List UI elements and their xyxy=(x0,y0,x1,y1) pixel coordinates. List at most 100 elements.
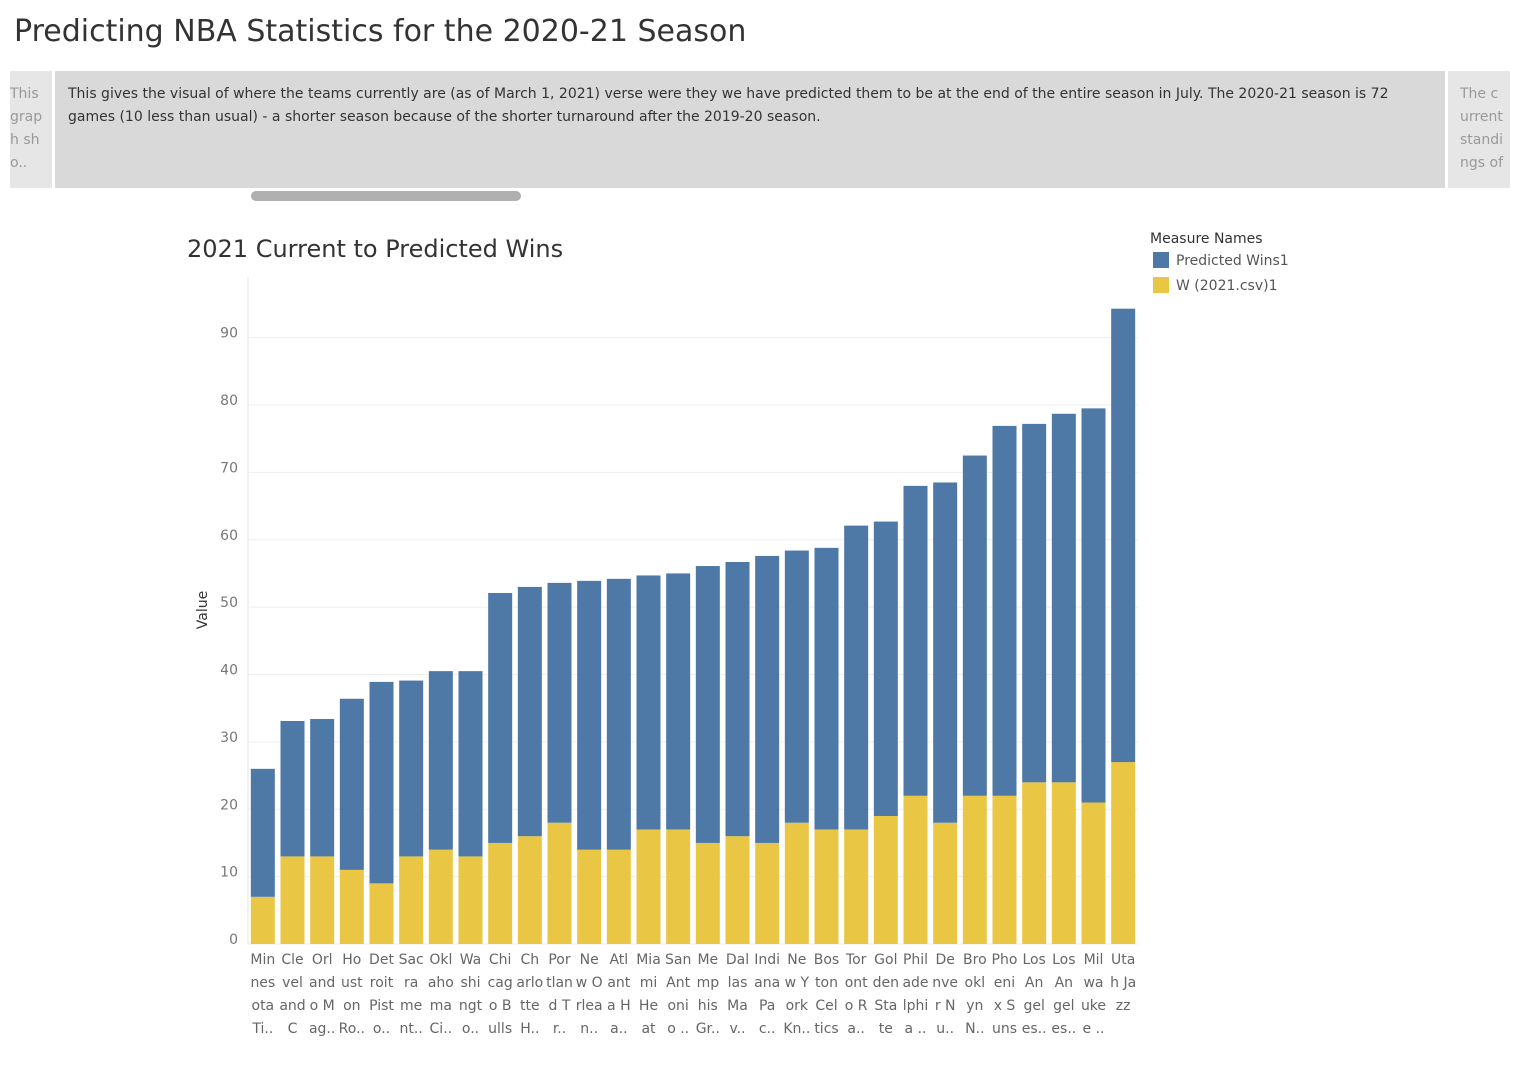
bar-segment xyxy=(814,547,839,830)
bar-segment xyxy=(488,592,513,843)
story-point[interactable]: The current standings of .. xyxy=(1460,86,1504,171)
x-tick-label: Charlotte H.. xyxy=(516,952,544,1037)
y-tick-label: 40 xyxy=(220,663,238,679)
y-tick-label: 50 xyxy=(220,595,238,611)
bar-segment xyxy=(250,768,275,897)
bar-segment xyxy=(1051,413,1076,783)
bar-segment xyxy=(666,829,691,944)
scrollbar[interactable] xyxy=(251,191,521,201)
bar-segment xyxy=(517,836,542,944)
bar-segment xyxy=(369,681,394,884)
bar-segment xyxy=(725,836,750,944)
bar-segment xyxy=(310,856,335,944)
bar-segment xyxy=(1051,782,1076,944)
x-tick-label: Dallas Mav.. xyxy=(725,952,750,1037)
x-tick-label: New Orlean.. xyxy=(575,952,603,1037)
bar-segment xyxy=(844,829,869,944)
x-tick-label: New York Kn.. xyxy=(783,952,811,1037)
y-axis-title: Value xyxy=(195,591,211,629)
x-tick-label: Atlanta Ha.. xyxy=(607,952,631,1037)
bar-segment xyxy=(933,482,958,823)
bar-segment xyxy=(280,856,305,944)
x-tick-label: Washingto.. xyxy=(458,952,483,1037)
bar-segment xyxy=(903,795,928,944)
bar-segment xyxy=(755,842,780,944)
x-tick-label: Orlando Mag.. xyxy=(308,952,336,1037)
y-tick-label: 0 xyxy=(229,932,238,948)
bar-segment xyxy=(814,829,839,944)
page-title: Predicting NBA Statistics for the 2020-2… xyxy=(14,14,747,49)
x-tick-label: Phoenix Suns xyxy=(991,952,1018,1037)
bar-segment xyxy=(428,849,453,944)
x-tick-label: Toronto Ra.. xyxy=(844,952,868,1037)
bar-segment xyxy=(784,822,809,944)
bar-segment xyxy=(458,671,483,857)
bar-segment xyxy=(399,680,424,857)
bar-segment xyxy=(339,869,364,944)
bar-segment xyxy=(844,525,869,830)
bar-segment xyxy=(250,896,275,944)
x-tick-label: Brooklyn N.. xyxy=(963,952,987,1037)
bar-segment xyxy=(725,561,750,837)
bar-segment xyxy=(458,856,483,944)
story-point[interactable]: This gives the visual of where the teams… xyxy=(68,86,1389,125)
x-tick-label: San Antonio .. xyxy=(664,952,692,1037)
x-tick-label: Memphis Gr.. xyxy=(695,952,720,1037)
legend-swatch xyxy=(1153,252,1169,268)
bar-segment xyxy=(1081,802,1106,944)
bar-segment xyxy=(606,849,631,944)
bar-segment xyxy=(873,521,898,816)
bar-segment xyxy=(992,425,1017,796)
y-tick-label: 90 xyxy=(220,326,238,342)
bar-segment xyxy=(606,578,631,850)
bar-segment xyxy=(577,580,602,850)
bar-segment xyxy=(873,815,898,944)
x-tick-label: Oklahoma Ci.. xyxy=(427,952,454,1037)
y-tick-label: 70 xyxy=(220,460,238,476)
x-tick-label: Sacrament.. xyxy=(398,952,424,1037)
bar-segment xyxy=(1022,782,1047,944)
bar-segment xyxy=(488,842,513,944)
legend-title: Measure Names xyxy=(1150,231,1263,247)
bar-segment xyxy=(339,698,364,870)
bar-segment xyxy=(1081,408,1106,803)
bar-segment xyxy=(369,883,394,944)
bar-segment xyxy=(517,586,542,837)
x-tick-label: Golden State .. xyxy=(872,952,900,1037)
bar-segment xyxy=(636,829,661,944)
x-tick-label: Miami Heat xyxy=(636,952,661,1037)
y-tick-label: 60 xyxy=(220,528,238,544)
bar-segment xyxy=(280,720,305,857)
x-tick-label: Portland Tr.. xyxy=(546,952,573,1037)
chart-title: 2021 Current to Predicted Wins xyxy=(187,235,563,263)
bar-segment xyxy=(666,573,691,830)
bar-segment xyxy=(399,856,424,944)
x-tick-label: Cleveland Ca.. xyxy=(279,952,306,1037)
bar-segment xyxy=(577,849,602,944)
bar-segment xyxy=(903,485,928,796)
x-tick-label: Milwaukee .. xyxy=(1080,952,1107,1037)
bar-segment xyxy=(1111,762,1136,944)
bar-segment xyxy=(962,795,987,944)
x-tick-label: Chicago Bulls xyxy=(487,952,513,1037)
x-tick-label: Indiana Pac.. xyxy=(754,952,781,1037)
story-point[interactable]: This graph sho.. xyxy=(10,86,43,171)
bar-segment xyxy=(695,842,720,944)
bar-segment xyxy=(547,822,572,944)
x-tick-label: Denver Nu.. xyxy=(932,952,959,1037)
x-tick-label: Los Angeles.. xyxy=(1021,952,1047,1037)
y-tick-label: 20 xyxy=(220,797,238,813)
legend-label: Predicted Wins1 xyxy=(1176,253,1289,269)
bar-segment xyxy=(962,455,987,796)
bar-segment xyxy=(636,575,661,830)
y-tick-label: 10 xyxy=(220,865,238,881)
x-tick-label: Detroit Pisto.. xyxy=(369,952,394,1037)
legend-label: W (2021.csv)1 xyxy=(1176,278,1277,294)
bar-segment xyxy=(992,795,1017,944)
bar-segment xyxy=(695,566,720,843)
x-tick-label: Houston Ro.. xyxy=(338,952,365,1037)
legend-swatch xyxy=(1153,277,1169,293)
bar-segment xyxy=(755,555,780,843)
x-tick-label: Philadelphia .. xyxy=(902,952,929,1037)
